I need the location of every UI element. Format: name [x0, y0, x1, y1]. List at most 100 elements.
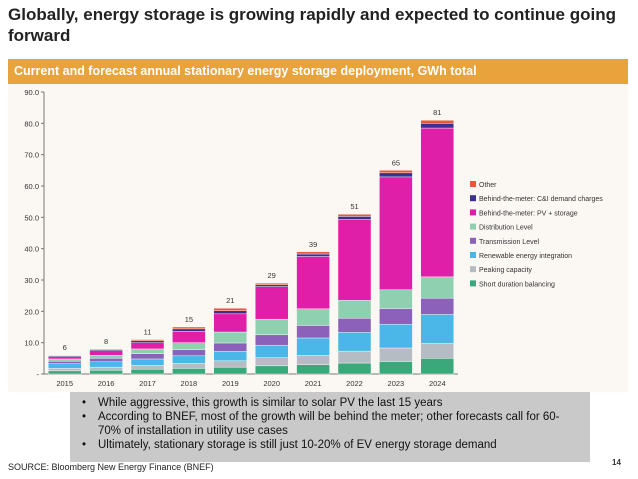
bar-segment — [89, 366, 123, 371]
bar-segment — [130, 353, 165, 360]
slide-title: Globally, energy storage is growing rapi… — [8, 5, 616, 45]
bar-segment — [420, 123, 454, 129]
bar-segment — [89, 361, 123, 368]
bar-total-label: 29 — [268, 271, 276, 280]
legend-label: Other — [479, 182, 497, 189]
x-tick-label: 2019 — [222, 379, 239, 388]
bar-segment — [337, 213, 372, 217]
bar-segment — [337, 332, 372, 352]
bar-segment — [379, 170, 413, 174]
x-tick-label: 2015 — [56, 379, 73, 388]
x-tick-label: 2023 — [388, 379, 405, 388]
bar-segment — [48, 368, 82, 372]
legend-label: Short duration balancing — [479, 281, 555, 288]
x-tick-label: 2021 — [305, 379, 322, 388]
bar-segment — [213, 351, 248, 362]
legend-swatch — [470, 209, 476, 216]
bar-segment — [130, 365, 165, 370]
legend-swatch — [470, 223, 476, 230]
legend-label: Distribution Level — [479, 225, 533, 232]
bar-segment — [89, 355, 123, 359]
bar-segment — [172, 368, 206, 375]
bar-segment — [213, 310, 248, 315]
y-tick-label: 70.0 — [24, 151, 39, 160]
legend-swatch — [470, 280, 476, 287]
legend-label: Behind-the-meter: PV + storage — [479, 210, 578, 217]
bar-segment — [172, 326, 206, 330]
note-item: According to BNEF, most of the growth wi… — [80, 410, 582, 438]
bar-segment — [213, 360, 248, 368]
bar-segment — [420, 343, 454, 359]
bar-segment — [130, 358, 165, 366]
bar-segment — [296, 364, 330, 375]
bar-segment — [213, 366, 248, 375]
bar-total-label: 65 — [392, 158, 400, 167]
bar-segment — [420, 297, 454, 315]
bar-segment — [254, 334, 289, 346]
note-item: Ultimately, stationary storage is still … — [80, 438, 582, 452]
bar-total-label: 6 — [63, 343, 67, 352]
notes-box: While aggressive, this growth is similar… — [70, 392, 590, 462]
bar-segment — [48, 356, 82, 360]
bar-segment — [254, 286, 289, 320]
bar-segment — [296, 325, 330, 339]
bar-segment — [254, 344, 289, 358]
bar-total-label: 15 — [185, 315, 193, 324]
bar-segment — [296, 251, 330, 255]
x-tick-label: 2016 — [98, 379, 115, 388]
legend-label: Behind-the-meter: C&I demand charges — [479, 196, 603, 203]
bar-total-label: 51 — [350, 202, 358, 211]
x-tick-label: 2024 — [429, 379, 446, 388]
bar-segment — [130, 340, 165, 343]
bar-segment — [296, 355, 330, 365]
bar-segment — [213, 342, 248, 352]
note-item: While aggressive, this growth is similar… — [80, 396, 582, 410]
y-tick-label: 20.0 — [24, 307, 39, 316]
bar-segment — [337, 219, 372, 301]
bar-segment — [130, 342, 165, 350]
legend-swatch — [470, 181, 476, 187]
x-tick-label: 2020 — [263, 379, 280, 388]
bar-segment — [254, 365, 289, 375]
x-tick-label: 2018 — [181, 379, 198, 388]
bar-segment — [48, 358, 82, 362]
bar-segment — [254, 357, 289, 367]
bar-segment — [379, 347, 413, 362]
x-tick-label: 2017 — [139, 379, 156, 388]
source-note: SOURCE: Bloomberg New Energy Finance (BN… — [8, 462, 214, 472]
bar-segment — [337, 318, 372, 333]
legend-label: Peaking capacity — [479, 267, 532, 274]
bar-segment — [130, 369, 165, 375]
bar-segment — [296, 253, 330, 257]
bar-segment — [130, 339, 165, 341]
legend-swatch — [470, 266, 476, 273]
bar-segment — [337, 350, 372, 364]
y-tick-label: 30.0 — [24, 276, 39, 285]
stacked-bar-chart: - 10.0 20.0 30.0 40.0 50.0 60.0 70.0 80.0 90.0 6 20… — [24, 88, 603, 388]
bar-total-label: 8 — [104, 337, 108, 346]
bar-segment — [48, 370, 82, 375]
legend-label: Transmission Level — [479, 239, 539, 246]
bar-total-label: 11 — [144, 328, 152, 337]
bar-segment — [172, 328, 206, 332]
bar-segment — [420, 314, 454, 344]
bar-segment — [337, 362, 372, 375]
bar-segment — [172, 349, 206, 357]
bar-segment — [379, 176, 413, 290]
chart-title: Current and forecast annual stationary e… — [8, 59, 628, 84]
bar-segment — [89, 370, 123, 375]
x-tick-label: 2022 — [346, 379, 363, 388]
bar-segment — [172, 363, 206, 369]
bar-segment — [337, 216, 372, 220]
bar-segment — [420, 127, 454, 278]
y-tick-label: 40.0 — [24, 245, 39, 254]
bar-segment — [213, 307, 248, 311]
bar-segment — [48, 355, 82, 357]
y-tick-label: 80.0 — [24, 119, 39, 128]
bar-segment — [213, 313, 248, 333]
y-tick-label: - — [37, 370, 40, 379]
legend-label: Renewable energy integration — [479, 253, 572, 260]
bar-segment — [379, 361, 413, 375]
bar-segment — [254, 318, 289, 336]
bar-segment — [89, 350, 123, 356]
